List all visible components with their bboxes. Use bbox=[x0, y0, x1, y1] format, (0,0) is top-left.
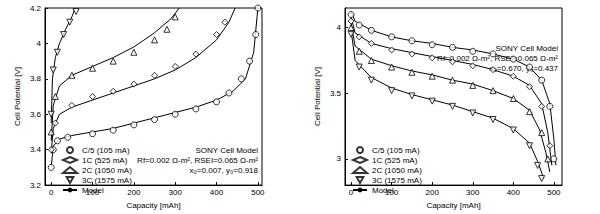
svg-text:400: 400 bbox=[507, 188, 521, 197]
svg-text:200: 200 bbox=[127, 188, 141, 197]
svg-text:SONY Cell Model: SONY Cell Model bbox=[195, 146, 258, 155]
svg-text:SONY Cell Model: SONY Cell Model bbox=[495, 44, 558, 53]
svg-text:3.6: 3.6 bbox=[30, 110, 42, 119]
svg-text:3.8: 3.8 bbox=[30, 74, 42, 83]
svg-text:x₀=0.670, y₀=0.437: x₀=0.670, y₀=0.437 bbox=[489, 63, 558, 73]
svg-text:2C (1050 mA): 2C (1050 mA) bbox=[372, 166, 422, 175]
svg-text:3C (1575 mA): 3C (1575 mA) bbox=[372, 176, 422, 185]
svg-text:1C (525 mA): 1C (525 mA) bbox=[82, 156, 128, 165]
svg-text:300: 300 bbox=[169, 188, 183, 197]
svg-text:3.2: 3.2 bbox=[30, 181, 42, 190]
svg-text:0: 0 bbox=[49, 188, 54, 197]
svg-text:500: 500 bbox=[547, 188, 561, 197]
svg-text:4: 4 bbox=[337, 23, 342, 32]
svg-text:4.2: 4.2 bbox=[30, 4, 42, 13]
svg-text:Cell Potential [V]: Cell Potential [V] bbox=[13, 67, 22, 126]
svg-text:3: 3 bbox=[337, 154, 342, 163]
svg-text:400: 400 bbox=[210, 188, 224, 197]
svg-text:Capacity [mAh]: Capacity [mAh] bbox=[426, 201, 480, 210]
svg-text:200: 200 bbox=[426, 188, 440, 197]
svg-text:Capacity [mAh]: Capacity [mAh] bbox=[126, 201, 180, 210]
svg-text:3C (1575 mA): 3C (1575 mA) bbox=[82, 176, 132, 185]
svg-text:3.5: 3.5 bbox=[330, 89, 342, 98]
svg-text:1C (525 mA): 1C (525 mA) bbox=[372, 156, 418, 165]
svg-text:x₀=0.007, y₀=0.918: x₀=0.007, y₀=0.918 bbox=[190, 166, 259, 175]
svg-text:0: 0 bbox=[349, 188, 354, 197]
svg-text:Rf=0.002 Ω-m², RSEI=0.065 Ω-m²: Rf=0.002 Ω-m², RSEI=0.065 Ω-m² bbox=[137, 156, 258, 165]
svg-text:500: 500 bbox=[251, 188, 265, 197]
svg-text:C/5 (105 mA): C/5 (105 mA) bbox=[372, 146, 420, 155]
svg-text:4: 4 bbox=[37, 39, 42, 48]
svg-text:2C (1050 mA): 2C (1050 mA) bbox=[82, 166, 132, 175]
svg-text:C/5 (105 mA): C/5 (105 mA) bbox=[82, 146, 130, 155]
svg-text:Rf=0.002 Ω-m², RSEI=0.065 Ω-m²: Rf=0.002 Ω-m², RSEI=0.065 Ω-m² bbox=[437, 53, 558, 63]
svg-text:Model: Model bbox=[82, 186, 104, 195]
svg-text:Model: Model bbox=[372, 186, 394, 195]
svg-text:3.4: 3.4 bbox=[30, 145, 42, 154]
svg-text:Cell Potential [V]: Cell Potential [V] bbox=[313, 67, 322, 126]
svg-text:300: 300 bbox=[466, 188, 480, 197]
